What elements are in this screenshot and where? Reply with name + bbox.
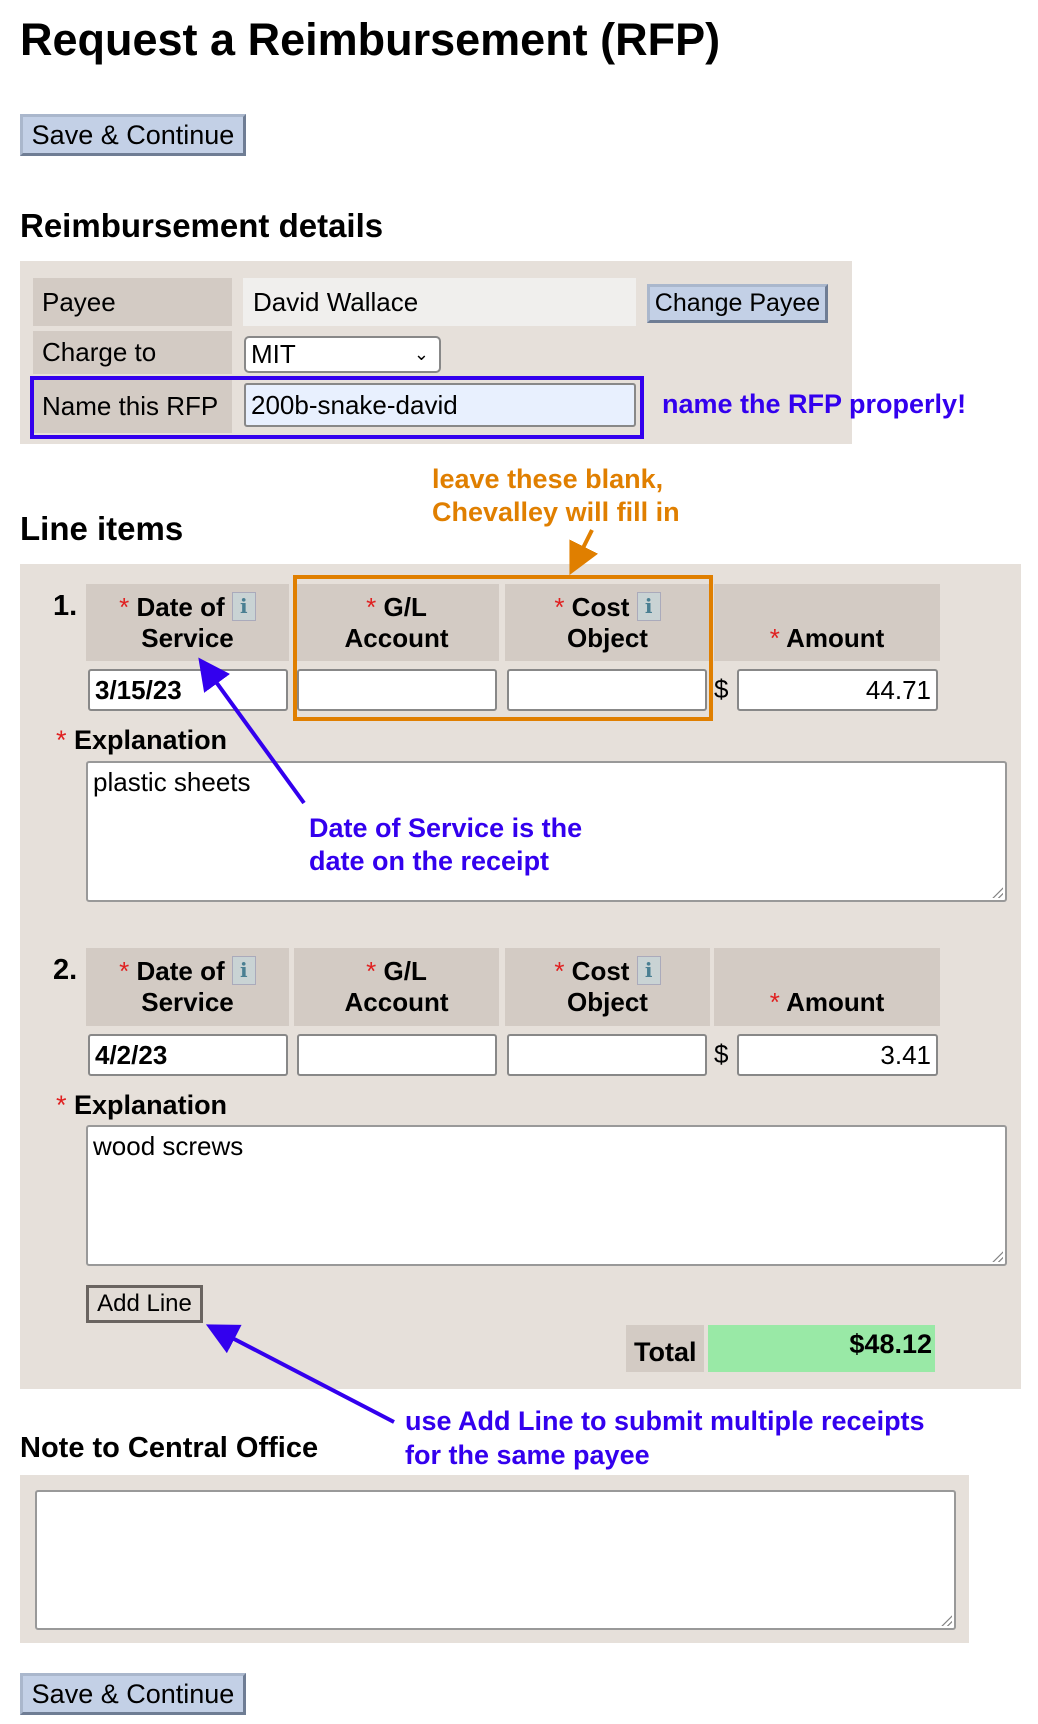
explanation-label: * Explanation [56,1090,227,1121]
date-of-service-input[interactable]: 4/2/23 [88,1034,288,1076]
charge-to-value: MIT [251,339,296,369]
required-star: * [119,592,130,622]
date-service-annotation-line2: date on the receipt [309,846,550,876]
amount-input[interactable]: 3.41 [737,1034,938,1076]
total-value: $48.12 [708,1325,935,1372]
save-continue-button-bottom[interactable]: Save & Continue [20,1673,246,1715]
info-icon[interactable]: i [231,956,256,985]
header-text: Cost [571,956,630,986]
note-textarea[interactable] [35,1490,956,1630]
required-star: * [769,987,780,1017]
date-service-annotation-line1: Date of Service is the [309,813,583,843]
name-rfp-highlight-box [30,376,644,439]
amount-input[interactable]: 44.71 [737,669,938,711]
line-items-heading: Line items [20,510,184,547]
required-star: * [56,1090,67,1120]
header-text: Cost [571,592,630,622]
header-gl-account: * G/L Account [294,584,499,661]
header-date-of-service: * Date of i Service [86,948,289,1026]
chevron-down-icon: ⌄ [413,344,429,364]
gl-account-input[interactable] [297,669,497,711]
currency-symbol: $ [714,1039,729,1069]
header-text: Service [141,987,234,1017]
header-text: G/L [383,592,427,622]
explanation-label: * Explanation [56,725,227,756]
date-of-service-input[interactable]: 3/15/23 [88,669,288,711]
name-rfp-annotation: name the RFP properly! [662,389,967,419]
name-rfp-label: Name this RFP [33,379,232,433]
name-rfp-input[interactable]: 200b-snake-david [244,383,636,427]
header-text: Account [344,987,449,1017]
currency-symbol: $ [714,674,729,704]
add-line-annotation-line2: for the same payee [405,1440,650,1470]
page-title: Request a Reimbursement (RFP) [20,14,721,65]
required-star: * [554,956,565,986]
header-amount: * Amount [714,584,940,661]
leave-blank-highlight-box [293,575,713,721]
leave-blank-annotation-line2: Chevalley will fill in [432,497,680,527]
label-text: Explanation [74,1090,228,1120]
label-text: Explanation [74,725,228,755]
resize-handle-icon[interactable] [991,1250,1003,1262]
explanation-text: wood screws [93,1131,244,1161]
info-icon[interactable]: i [636,956,661,985]
header-cost-object: * Cost i Object [505,584,710,661]
charge-to-label: Charge to [33,331,232,374]
info-icon[interactable]: i [636,592,661,621]
header-date-of-service: * Date of i Service [86,584,289,661]
payee-value: David Wallace [243,278,636,326]
header-text: Object [567,623,648,653]
info-icon[interactable]: i [231,592,256,621]
required-star: * [119,956,130,986]
details-heading: Reimbursement details [20,207,384,244]
save-continue-button-top[interactable]: Save & Continue [20,114,246,156]
resize-handle-icon[interactable] [940,1614,952,1626]
required-star: * [366,956,377,986]
payee-label: Payee [33,278,232,326]
cost-object-input[interactable] [507,669,707,711]
add-line-arrow [205,1324,395,1424]
explanation-textarea[interactable]: wood screws [86,1125,1007,1266]
total-label: Total [626,1325,704,1372]
note-heading: Note to Central Office [20,1432,319,1464]
gl-account-input[interactable] [297,1034,497,1076]
required-star: * [769,623,780,653]
leave-blank-annotation-line1: leave these blank, [432,464,664,494]
required-star: * [366,592,377,622]
header-text: Date of [136,956,225,986]
date-service-arrow [198,657,306,805]
header-text: Amount [786,987,885,1017]
header-text: Service [141,623,234,653]
line-number: 2. [53,954,78,986]
cost-object-input[interactable] [507,1034,707,1076]
charge-to-select[interactable]: MIT ⌄ [244,336,441,373]
header-text: Object [567,987,648,1017]
required-star: * [554,592,565,622]
header-amount: * Amount [714,948,940,1026]
leave-blank-arrow [569,529,599,576]
header-text: Date of [136,592,225,622]
header-text: Account [344,623,449,653]
add-line-button[interactable]: Add Line [86,1285,203,1323]
header-text: Amount [786,623,885,653]
header-cost-object: * Cost i Object [505,948,710,1026]
explanation-textarea[interactable]: plastic sheets [86,761,1007,902]
header-text: G/L [383,956,427,986]
required-star: * [56,725,67,755]
add-line-annotation-line1: use Add Line to submit multiple receipts [405,1406,925,1436]
change-payee-button[interactable]: Change Payee [647,284,828,323]
resize-handle-icon[interactable] [991,886,1003,898]
header-gl-account: * G/L Account [294,948,499,1026]
line-number: 1. [53,590,78,622]
explanation-text: plastic sheets [93,767,251,797]
